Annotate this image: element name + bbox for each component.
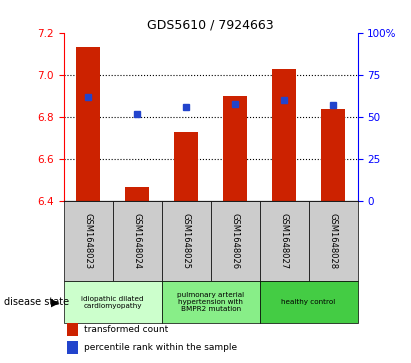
Bar <box>272 69 296 201</box>
Title: GDS5610 / 7924663: GDS5610 / 7924663 <box>147 19 274 32</box>
Text: disease state: disease state <box>4 297 69 307</box>
Text: transformed count: transformed count <box>84 325 169 334</box>
Bar <box>125 187 150 201</box>
Bar <box>64 201 113 281</box>
Bar <box>260 201 309 281</box>
Text: GSM1648023: GSM1648023 <box>84 213 93 269</box>
Bar <box>174 132 199 201</box>
Text: pulmonary arterial
hypertension with
BMPR2 mutation: pulmonary arterial hypertension with BMP… <box>177 292 244 312</box>
Text: percentile rank within the sample: percentile rank within the sample <box>84 343 238 352</box>
Bar <box>76 48 100 201</box>
Text: ▶: ▶ <box>51 297 60 307</box>
Bar <box>162 201 211 281</box>
Bar <box>64 281 162 323</box>
Bar <box>260 281 358 323</box>
Bar <box>309 201 358 281</box>
Text: GSM1648026: GSM1648026 <box>231 213 240 269</box>
Text: GSM1648027: GSM1648027 <box>279 213 289 269</box>
Bar <box>321 109 345 201</box>
Bar <box>113 201 162 281</box>
Bar <box>223 96 247 201</box>
Bar <box>211 201 260 281</box>
Text: GSM1648024: GSM1648024 <box>133 213 142 269</box>
Text: GSM1648028: GSM1648028 <box>328 213 337 269</box>
Text: healthy control: healthy control <box>282 299 336 305</box>
Text: GSM1648025: GSM1648025 <box>182 213 191 269</box>
Bar <box>67 341 79 354</box>
Bar <box>67 323 79 336</box>
Bar <box>162 281 260 323</box>
Text: idiopathic dilated
cardiomyopathy: idiopathic dilated cardiomyopathy <box>81 296 144 309</box>
